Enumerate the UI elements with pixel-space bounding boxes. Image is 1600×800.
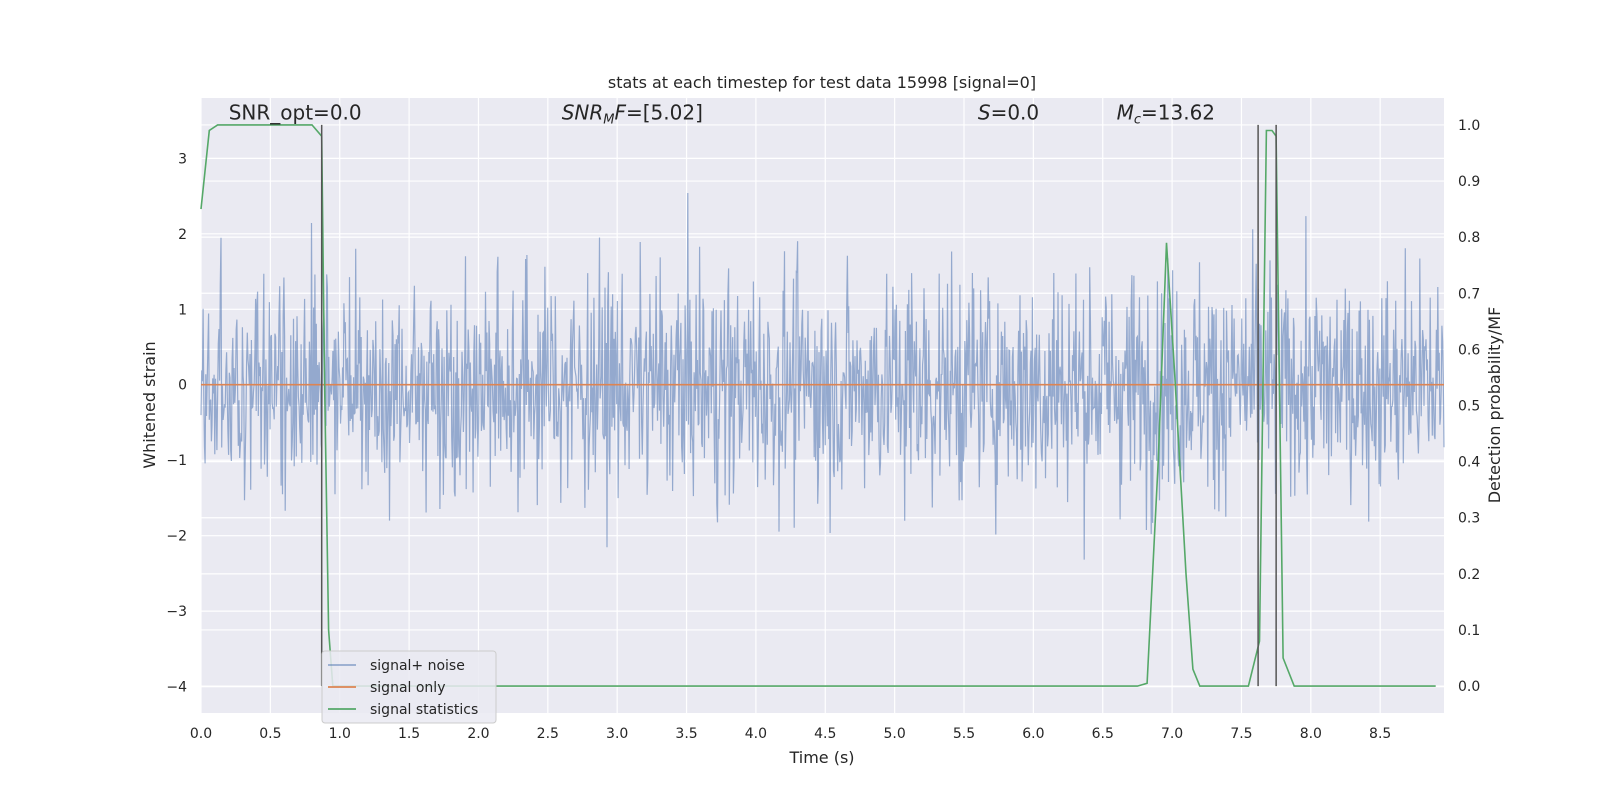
annotation-snr-opt: SNR_opt=0.0 [229,100,362,124]
x-tick-label: 2.5 [537,726,559,742]
x-tick-label: 1.5 [398,726,420,742]
y-right-tick-label: 1.0 [1458,118,1480,134]
annotation-chirp-mass: Mc=13.62 [1117,100,1215,127]
y-right-tick-label: 0.3 [1458,511,1480,527]
x-tick-label: 8.0 [1300,726,1322,742]
x-tick-label: 5.5 [953,726,975,742]
y-axis-label-right: Detection probability/MF [1485,307,1504,504]
y-right-tick-label: 0.0 [1458,679,1480,695]
y-left-tick-label: −3 [166,604,187,620]
y-right-tick-label: 0.9 [1458,174,1480,190]
x-tick-label: 7.5 [1230,726,1252,742]
y-right-tick-label: 0.6 [1458,342,1480,358]
y-right-tick-label: 0.7 [1458,286,1480,302]
x-tick-label: 8.5 [1369,726,1391,742]
annotation-layer: SNR_opt=0.0 SNRMF=[5.02] S=0.0 Mc=13.62 [229,100,1215,127]
vertical-lines-layer [320,124,1277,687]
y-left-tick-label: −1 [166,453,187,469]
legend-label: signal+ noise [370,658,465,674]
annotation-snr-mf: SNRMF=[5.02] [562,100,703,127]
legend-label: signal only [370,680,445,696]
legend: signal+ noise signal only signal statistic… [321,650,497,724]
y-left-tick-label: 0 [178,378,187,394]
x-tick-label: 4.0 [745,726,767,742]
x-tick-label: 7.0 [1161,726,1183,742]
x-tick-label: 5.0 [884,726,906,742]
x-tick-label: 3.5 [675,726,697,742]
x-tick-label: 6.0 [1022,726,1044,742]
y-right-tick-label: 0.8 [1458,230,1480,246]
noise-series-layer [200,192,1445,560]
y-left-tick-label: −2 [166,529,187,545]
annotation-s-stat: S=0.0 [978,100,1039,124]
x-tick-label: 6.5 [1092,726,1114,742]
y-right-tick-label: 0.1 [1458,623,1480,639]
x-tick-label: 4.5 [814,726,836,742]
x-tick-label: 2.0 [467,726,489,742]
x-tick-label: 1.0 [329,726,351,742]
legend-box [321,650,497,724]
chart-title: stats at each timestep for test data 159… [608,73,1036,92]
x-tick-label: 0.0 [190,726,212,742]
y-right-tick-label: 0.2 [1458,567,1480,583]
x-tick-label: 0.5 [259,726,281,742]
x-tick-label: 3.0 [606,726,628,742]
y-left-tick-label: 3 [178,151,187,167]
y-left-tick-label: 2 [178,227,187,243]
series-signal-noise [200,192,1445,560]
y-left-tick-label: −4 [166,680,187,696]
tick-layer: 0.0 0.5 1.0 1.5 2.0 2.5 3.0 3.5 4.0 4.5 5.0 5.5 6.0 6… [166,118,1480,742]
legend-label: signal statistics [370,702,478,718]
y-axis-label-left: Whitened strain [140,341,159,468]
y-left-tick-label: 1 [178,302,187,318]
y-right-tick-label: 0.5 [1458,399,1480,415]
y-right-tick-label: 0.4 [1458,455,1480,471]
x-axis-label: Time (s) [788,748,854,767]
